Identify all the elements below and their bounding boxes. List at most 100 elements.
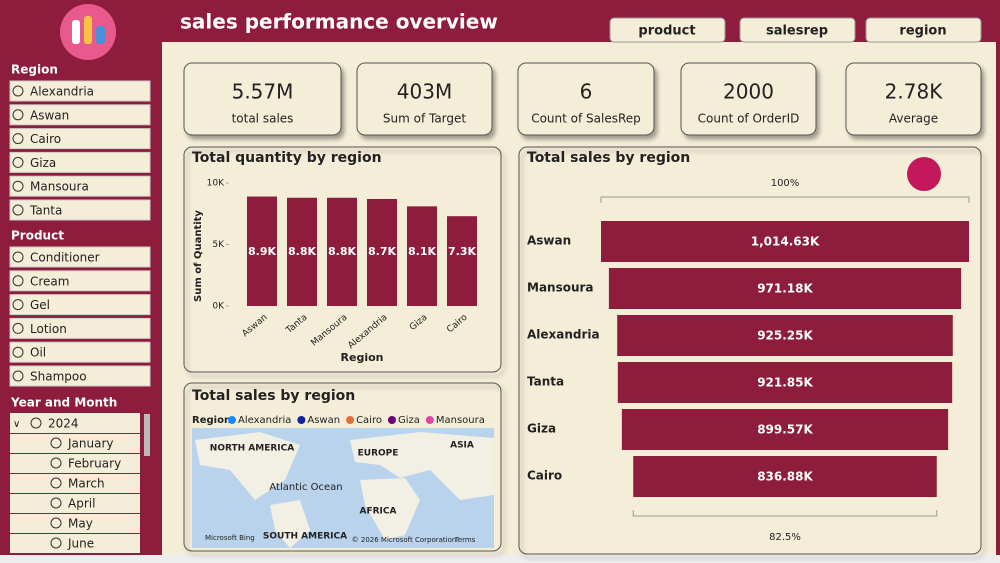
panel [183,146,502,373]
slicer-label[interactable]: February [68,457,121,471]
radio[interactable] [50,537,62,549]
legend-dot [228,416,236,424]
slicer-title: Year and Month [10,396,117,410]
slicer-item[interactable] [10,494,140,513]
data-label: 925.25K [757,329,813,343]
slicer-label[interactable]: Oil [30,346,46,360]
radio[interactable] [12,370,24,382]
map-footer: Microsoft Bing [205,534,255,542]
slicer-label[interactable]: March [68,477,105,491]
slicer-label[interactable]: January [67,437,114,451]
slicer-item[interactable] [10,454,140,473]
slicer-item[interactable] [9,151,151,173]
radio[interactable] [12,346,24,358]
bar [287,197,317,306]
slicer-label[interactable]: Cairo [30,132,61,146]
y-axis-title: Sum of Quantity [193,210,204,302]
slicer-label[interactable]: Lotion [30,322,67,336]
slicer-item[interactable] [9,317,151,339]
slicer-item[interactable] [9,128,151,150]
tab[interactable] [865,17,982,43]
tab-label[interactable]: region [899,24,946,39]
bar [407,206,437,306]
map-label: SOUTH AMERICA [263,532,347,542]
data-label: 836.88K [757,470,813,484]
slicer-item[interactable] [9,341,151,363]
radio[interactable] [50,497,62,509]
radio[interactable] [12,204,24,216]
legend-label: Alexandria [238,415,291,426]
radio[interactable] [12,156,24,168]
data-label: 8.1K [408,245,436,258]
radio[interactable] [30,417,42,429]
slicer-item[interactable] [9,80,151,102]
slicer-item[interactable] [10,514,140,533]
kpi-value: 2000 [723,80,774,104]
funnel-top-label: 100% [771,178,800,189]
radio[interactable] [12,251,24,263]
radio[interactable] [12,275,24,287]
slicer-label[interactable]: Mansoura [30,180,89,194]
slicer-item[interactable] [9,199,151,221]
map-footer: Terms [454,536,476,544]
slicer-item[interactable] [10,434,140,453]
data-label: 1,014.63K [751,235,820,249]
radio[interactable] [12,133,24,145]
legend-label: Cairo [356,415,382,426]
funnel-bar [608,268,962,309]
bar [327,197,357,306]
slicer-year[interactable]: 2024 [48,417,79,431]
y-tick-label: 0K [212,302,225,312]
radio[interactable] [50,477,62,489]
kpi-card [845,62,982,136]
slicer-label[interactable]: Tanta [29,204,62,218]
slicer-label[interactable]: Aswan [30,108,69,122]
slicer-label[interactable]: Gel [30,298,50,312]
slicer-label[interactable]: Shampoo [30,370,87,384]
kpi-value: 403M [397,80,452,104]
kpi-card [356,62,493,136]
slicer-item[interactable] [9,246,151,268]
radio[interactable] [12,322,24,334]
slicer-title: Product [11,229,64,243]
radio[interactable] [12,180,24,192]
logo-icon [72,20,80,44]
category-label: Giza [527,422,556,436]
map-title: Total sales by region [192,388,355,404]
tab-label[interactable]: product [638,24,695,39]
slicer-label[interactable]: Alexandria [30,85,94,99]
tab[interactable] [739,17,856,43]
bracket [632,510,938,517]
chart-title: Total quantity by region [192,150,382,166]
radio[interactable] [12,85,24,97]
kpi-value: 6 [580,80,593,104]
radio[interactable] [50,517,62,529]
radio[interactable] [50,457,62,469]
slicer-item[interactable] [9,175,151,197]
slicer-item[interactable] [10,534,140,553]
slicer-item[interactable] [9,270,151,292]
slicer-title: Region [11,63,58,77]
radio[interactable] [12,109,24,121]
map-label: AFRICA [360,507,397,517]
slicer-label[interactable]: Giza [30,156,56,170]
bracket [600,196,970,203]
slicer-label[interactable]: April [68,497,95,511]
tab[interactable] [609,17,726,43]
tab-label[interactable]: salesrep [766,24,828,39]
legend-dot [425,416,434,424]
slicer-item[interactable] [9,294,151,316]
slicer-item[interactable] [9,365,151,387]
slicer-item[interactable] [10,413,140,433]
radio[interactable] [12,299,24,311]
radio[interactable] [50,437,62,449]
funnel-bar [617,315,953,356]
kpi-label: Average [889,112,938,126]
slicer-label[interactable]: Cream [30,274,69,288]
kpi-label: Count of SalesRep [531,112,641,126]
slicer-label[interactable]: June [67,537,94,551]
slicer-label[interactable]: Conditioner [30,251,100,265]
slicer-label[interactable]: May [68,517,93,531]
slicer-item[interactable] [10,474,140,493]
slicer-item[interactable] [9,104,151,126]
